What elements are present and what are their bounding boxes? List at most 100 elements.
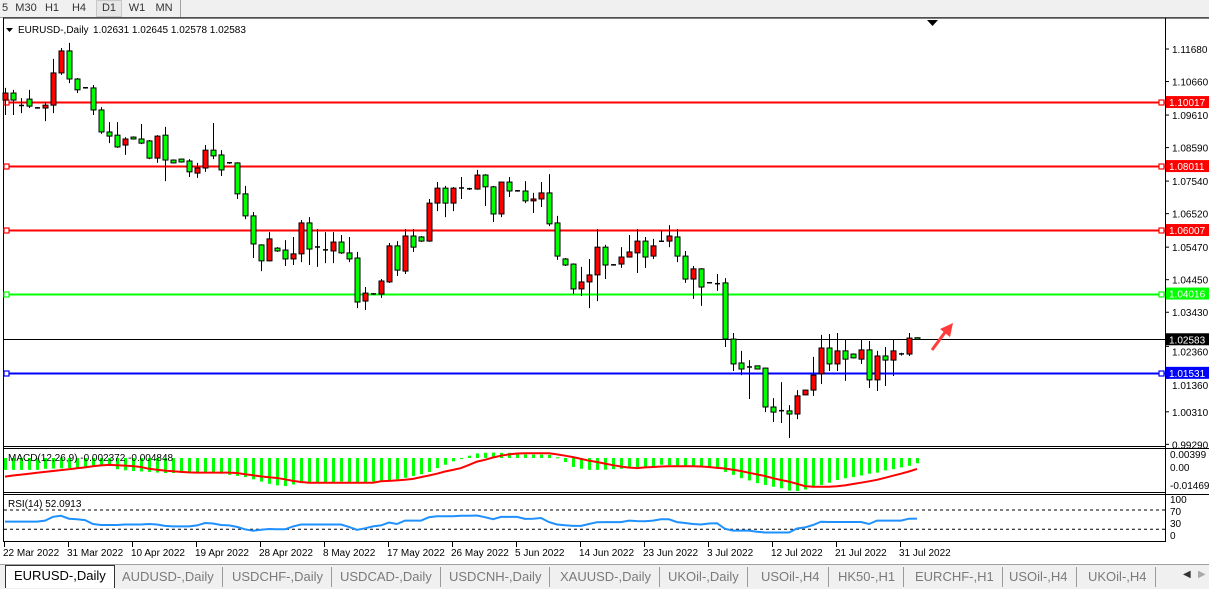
chart-window[interactable]: 1.11680 1.10660 1.09610 1.08590 1.07540 1.065…: [0, 0, 1209, 564]
timeframe-h1[interactable]: H1: [44, 2, 60, 14]
candle: [586, 258, 593, 309]
collapse-triangle-icon[interactable]: [6, 28, 13, 32]
candle: [354, 251, 361, 309]
candle: [874, 350, 881, 392]
candle-body: [394, 245, 401, 271]
macd-histogram-bar: [124, 457, 127, 471]
candle: [323, 232, 328, 264]
candle-body: [586, 274, 593, 283]
macd-histogram-bar: [820, 457, 823, 485]
tab-scroll-left-icon[interactable]: ◀: [1183, 569, 1191, 580]
rsi-scale-label: 0: [1170, 531, 1176, 542]
level-handle-right: [1158, 163, 1165, 170]
candle-body: [602, 246, 609, 266]
macd-panel: 0.00399 0.00 -0.014693: [4, 450, 1209, 492]
macd-histogram-bar: [76, 457, 79, 468]
candle-body: [434, 187, 441, 204]
candle: [546, 174, 553, 227]
rsi-line: [5, 514, 918, 534]
date-axis: 22 Mar 2022 31 Mar 2022 10 Apr 2022 19 Apr …: [3, 542, 951, 559]
tab-eurchf-h1[interactable]: EURCHF-,H1: [907, 567, 1003, 587]
tab-usdcnh-daily[interactable]: USDCNH-,Daily: [441, 567, 551, 587]
macd-histogram-bar: [236, 457, 239, 476]
macd-histogram-bar: [532, 454, 535, 458]
tab-usoil-h4[interactable]: USOil-,H4: [753, 567, 829, 587]
price-tick-label: 1.09610: [1172, 111, 1209, 122]
macd-histogram-bar: [452, 457, 455, 462]
candle: [602, 244, 609, 280]
candle-body: [506, 181, 513, 192]
candle: [634, 228, 641, 273]
macd-histogram-bar: [372, 457, 375, 482]
tab-ukoil-daily[interactable]: UKOil-,Daily: [660, 567, 748, 587]
level-handle-left: [3, 227, 10, 234]
timeframe-toolbar: 5 M30 H1 H4 D1 W1 MN: [0, 0, 1209, 18]
price-tick-label: 1.11680: [1172, 45, 1208, 56]
macd-histogram-bar: [828, 457, 831, 483]
macd-histogram-bar: [596, 457, 599, 470]
candle: [818, 334, 825, 385]
candle: [50, 58, 57, 114]
timeframe-h4[interactable]: H4: [71, 2, 87, 14]
candle-body: [570, 263, 577, 290]
chart-shift-triangle-icon[interactable]: [927, 20, 938, 26]
macd-histogram-bar: [172, 457, 175, 474]
candle-body: [162, 134, 169, 161]
timeframe-m30[interactable]: M30: [15, 2, 37, 14]
candle: [386, 243, 393, 283]
candle: [362, 287, 369, 311]
macd-histogram-bar: [540, 454, 543, 458]
macd-histogram-bar: [180, 457, 183, 473]
macd-histogram-bar: [836, 457, 839, 481]
tab-audusd-daily[interactable]: AUDUSD-,Daily: [114, 567, 223, 587]
tab-hk50-h1[interactable]: HK50-,H1: [830, 567, 905, 587]
price-tick-label: 1.07540: [1172, 177, 1209, 188]
timeframe-d1[interactable]: D1: [96, 0, 122, 17]
candle: [826, 333, 833, 371]
tab-usdchf-daily[interactable]: USDCHF-,Daily: [224, 567, 332, 587]
candle: [786, 405, 793, 438]
candle: [98, 107, 105, 134]
macd-histogram-bar: [84, 457, 87, 468]
timeframe-w1[interactable]: W1: [128, 2, 146, 14]
level-handle-right: [1158, 370, 1165, 377]
candle-body: [450, 187, 457, 204]
candle-body: [90, 87, 97, 111]
candle: [74, 78, 81, 94]
candle-body: [122, 138, 129, 146]
tab-eurusd-daily[interactable]: EURUSD-,Daily: [5, 565, 115, 588]
macd-histogram-bar: [364, 457, 367, 484]
candle: [498, 181, 505, 218]
level-price-badge: [1166, 160, 1209, 173]
candle: [242, 185, 249, 220]
tab-scroll-right-icon[interactable]: ▶: [1198, 569, 1206, 580]
macd-histogram-bar: [780, 457, 783, 489]
candle: [715, 273, 720, 291]
candle: [850, 353, 857, 359]
candle: [130, 136, 137, 140]
macd-histogram-bar: [492, 452, 495, 458]
candle-body: [562, 258, 569, 266]
tab-usoil-h4-2[interactable]: USOil-,H4: [1001, 567, 1077, 587]
tab-xauusd-daily[interactable]: XAUUSD-,Daily: [552, 567, 661, 587]
timeframe-m5[interactable]: 5: [1, 2, 9, 14]
tab-ukoil-h4[interactable]: UKOil-,H4: [1080, 567, 1156, 587]
candle-body: [250, 215, 257, 245]
timeframe-mn[interactable]: MN: [155, 2, 173, 14]
tab-usdcad-daily[interactable]: USDCAD-,Daily: [332, 567, 441, 587]
candlestick-series: [2, 42, 921, 438]
candle-body: [786, 410, 793, 415]
candle: [2, 87, 9, 116]
candle-body: [202, 149, 209, 169]
date-label: 19 Apr 2022: [195, 548, 249, 559]
candle-body: [58, 50, 65, 74]
candle: [210, 123, 217, 160]
candle: [338, 235, 345, 254]
candle: [42, 101, 49, 122]
price-axis: 1.11680 1.10660 1.09610 1.08590 1.07540 1.065…: [1165, 45, 1209, 451]
horizontal-levels: [3, 99, 1165, 377]
candle: [298, 220, 305, 263]
macd-histogram-bar: [436, 457, 439, 469]
macd-histogram-bar: [756, 457, 759, 484]
macd-histogram-bar: [140, 457, 143, 472]
